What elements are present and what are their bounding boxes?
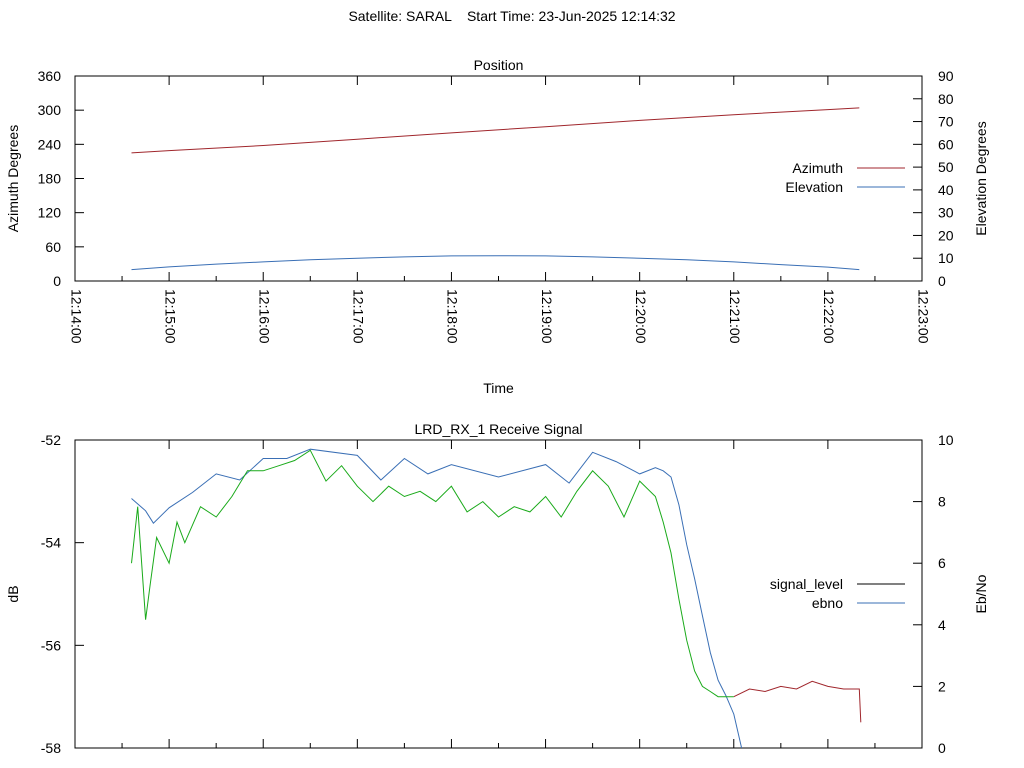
y2-tick-label: 8 <box>938 494 946 510</box>
y2-tick-label: 70 <box>938 114 954 130</box>
y-axis-label: Azimuth Degrees <box>5 125 21 232</box>
y2-tick-label: 30 <box>938 205 954 221</box>
y2-tick-label: 50 <box>938 159 954 175</box>
chart-title: LRD_RX_1 Receive Signal <box>414 421 582 437</box>
x-tick-label: 12:22:00 <box>821 289 837 344</box>
y2-tick-label: 80 <box>938 91 954 107</box>
receive-signal-chart: LRD_RX_1 Receive Signal -52 -54 -56 -58 0 2 4 6 8… <box>5 421 989 756</box>
position-chart: Position 12:14:00 12:15:00 12:16:00 12:17:00… <box>5 57 989 396</box>
x-axis-label: Time <box>483 380 514 396</box>
y2-axis-label: Elevation Degrees <box>973 121 989 235</box>
x-tick-label: 12:18:00 <box>445 289 461 344</box>
x-tick-label: 12:21:00 <box>727 289 743 344</box>
x-tick-label: 12:17:00 <box>351 289 367 344</box>
series-line-signal-trace <box>131 449 734 698</box>
y-tick-label: 120 <box>38 205 62 221</box>
y2-tick-label: 4 <box>938 617 946 633</box>
y2-tick-label: 10 <box>938 432 954 448</box>
y-tick-label: 360 <box>38 68 62 84</box>
y2-tick-label: 2 <box>938 678 946 694</box>
y2-tick-label: 60 <box>938 136 954 152</box>
chart-title: Position <box>474 57 524 73</box>
y2-tick-label: 40 <box>938 182 954 198</box>
y-tick-label: 0 <box>53 273 61 289</box>
y-tick-label: 60 <box>45 239 61 255</box>
y2-tick-label: 6 <box>938 555 946 571</box>
y2-tick-label: 0 <box>938 273 946 289</box>
y-tick-label: -56 <box>41 637 61 653</box>
x-tick-label: 12:14:00 <box>68 289 84 344</box>
series-line-signal_level <box>733 680 862 723</box>
y2-tick-label: 10 <box>938 250 954 266</box>
series-line-ebno <box>131 448 743 748</box>
y2-tick-label: 0 <box>938 740 946 756</box>
legend-label: Azimuth <box>792 160 843 176</box>
x-tick-label: 12:16:00 <box>257 289 273 344</box>
plot-frame <box>74 439 923 749</box>
x-tick-label: 12:20:00 <box>633 289 649 344</box>
y-tick-label: 300 <box>38 102 62 118</box>
page-title: Satellite: SARAL Start Time: 23-Jun-2025… <box>348 8 676 24</box>
y-tick-label: -52 <box>41 432 61 448</box>
series-line-Elevation <box>131 255 860 271</box>
x-tick-label: 12:15:00 <box>162 289 178 344</box>
y2-tick-label: 20 <box>938 227 954 243</box>
series-line-Azimuth <box>131 107 860 154</box>
x-tick-label: 12:19:00 <box>539 289 555 344</box>
y-tick-label: -54 <box>41 535 61 551</box>
x-tick-label: 12:23:00 <box>915 289 931 344</box>
y-tick-label: 240 <box>38 136 62 152</box>
y-axis-label: dB <box>5 585 21 602</box>
y2-axis-label: Eb/No <box>973 574 989 613</box>
legend-label: signal_level <box>770 576 843 592</box>
y2-tick-label: 90 <box>938 68 954 84</box>
legend-label: Elevation <box>785 179 843 195</box>
y-tick-label: -58 <box>41 740 61 756</box>
y-tick-label: 180 <box>38 171 62 187</box>
legend-label: ebno <box>812 595 843 611</box>
